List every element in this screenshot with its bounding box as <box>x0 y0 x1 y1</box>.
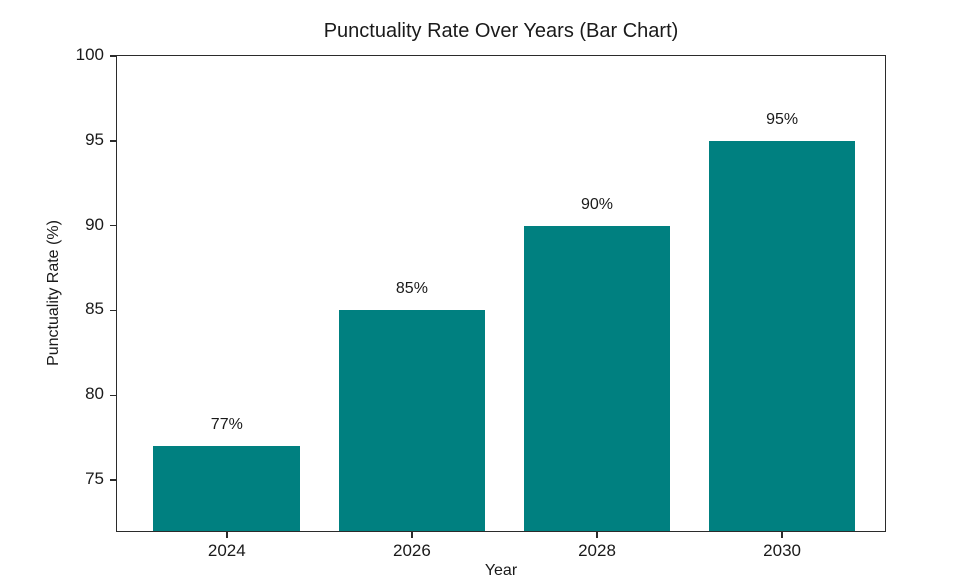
x-tick-mark <box>226 531 228 538</box>
x-tick-label: 2028 <box>578 541 616 560</box>
y-tick-mark <box>110 140 117 142</box>
x-tick-label: 2024 <box>207 541 246 560</box>
x-tick-label: 2030 <box>763 541 801 560</box>
y-tick-label: 95 <box>85 129 104 149</box>
bar <box>523 225 671 531</box>
bar-value-label: 95% <box>766 110 799 128</box>
y-tick-label: 90 <box>85 214 104 234</box>
y-tick-mark <box>110 55 117 57</box>
x-tick-mark <box>781 531 783 538</box>
y-tick-label: 85 <box>85 299 104 319</box>
bar <box>708 140 856 531</box>
y-tick-mark <box>110 479 117 481</box>
bar-value-label: 77% <box>210 416 243 434</box>
y-tick-mark <box>110 309 117 312</box>
x-tick-label: 2026 <box>392 541 431 560</box>
y-tick-mark <box>110 224 117 227</box>
chart-title: Punctuality Rate Over Years (Bar Chart) <box>323 20 679 42</box>
bar-value-label: 90% <box>580 195 614 213</box>
x-tick-mark <box>596 531 598 538</box>
y-tick-label: 75 <box>85 469 104 489</box>
bar-value-label: 85% <box>395 280 428 298</box>
bar <box>153 446 301 531</box>
y-axis-label: Punctuality Rate (%) <box>45 220 62 366</box>
x-axis-label: Year <box>484 562 518 579</box>
y-tick-label: 80 <box>85 384 104 404</box>
y-tick-label: 100 <box>75 45 104 64</box>
bar <box>338 310 486 531</box>
x-tick-mark <box>411 531 413 538</box>
y-tick-mark <box>110 394 117 397</box>
